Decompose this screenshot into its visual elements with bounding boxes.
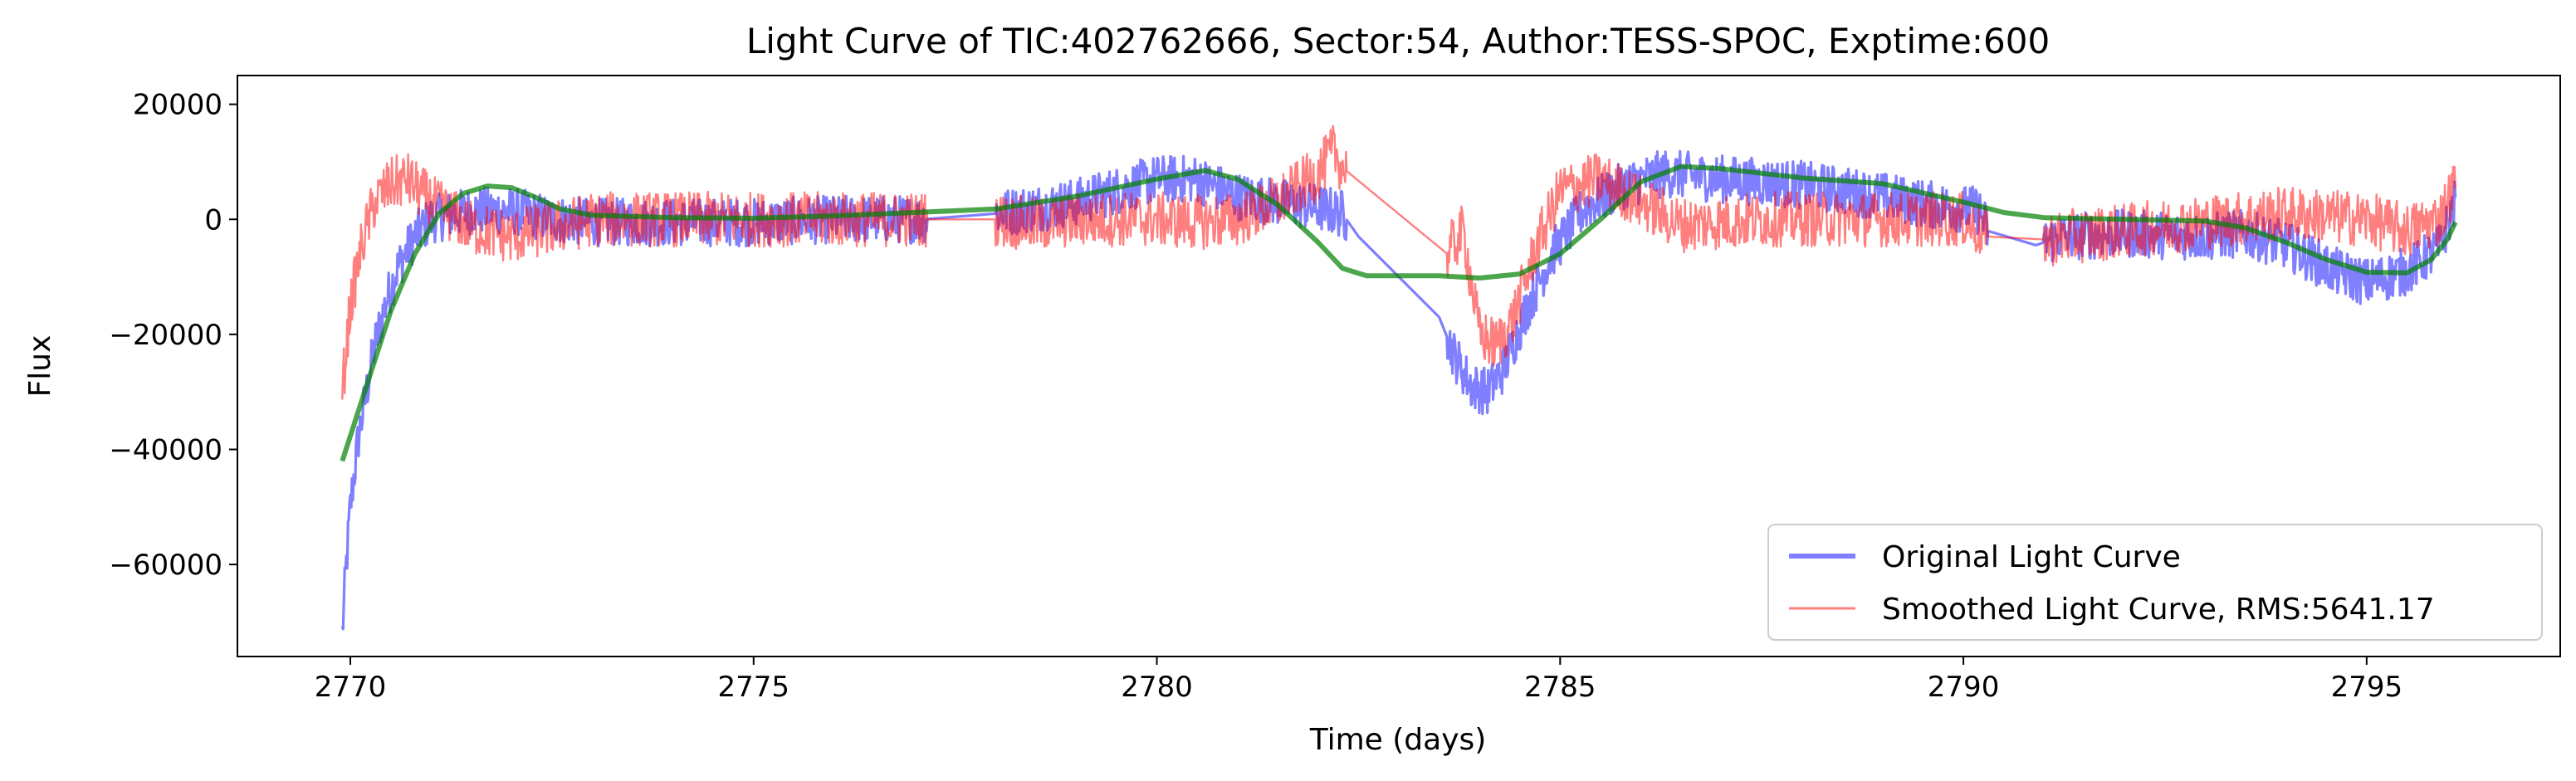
series-layer	[340, 124, 2458, 631]
series-smoothed	[341, 124, 2456, 400]
x-tick-label: 2790	[1928, 671, 2000, 704]
x-axis-title: Time (days)	[1309, 723, 1487, 757]
legend: Original Light Curve Smoothed Light Curv…	[1767, 524, 2543, 641]
y-tick-label: 20000	[133, 89, 222, 122]
x-tick-label: 2770	[315, 671, 387, 704]
y-axis-title: Flux	[23, 335, 57, 398]
plot-frame	[237, 75, 2561, 657]
legend-label-original: Original Light Curve	[1882, 540, 2181, 574]
x-tick-label: 2775	[718, 671, 790, 704]
y-tick-label: −20000	[109, 319, 222, 352]
x-axis: 2770 2775 2780 2785 2790 2795	[315, 657, 2402, 704]
y-tick-label: −60000	[109, 549, 222, 582]
y-tick-label: −40000	[109, 433, 222, 466]
series-trend	[340, 164, 2458, 462]
legend-label-smoothed: Smoothed Light Curve, RMS:5641.17	[1882, 593, 2435, 627]
y-axis: 20000 0 −20000 −40000 −60000	[109, 89, 237, 582]
y-tick-label: 0	[204, 203, 222, 237]
chart-title: Light Curve of TIC:402762666, Sector:54,…	[746, 21, 2050, 61]
x-tick-label: 2785	[1524, 671, 1596, 704]
x-tick-label: 2780	[1121, 671, 1193, 704]
x-tick-label: 2795	[2331, 671, 2403, 704]
legend-box	[1767, 524, 2543, 641]
